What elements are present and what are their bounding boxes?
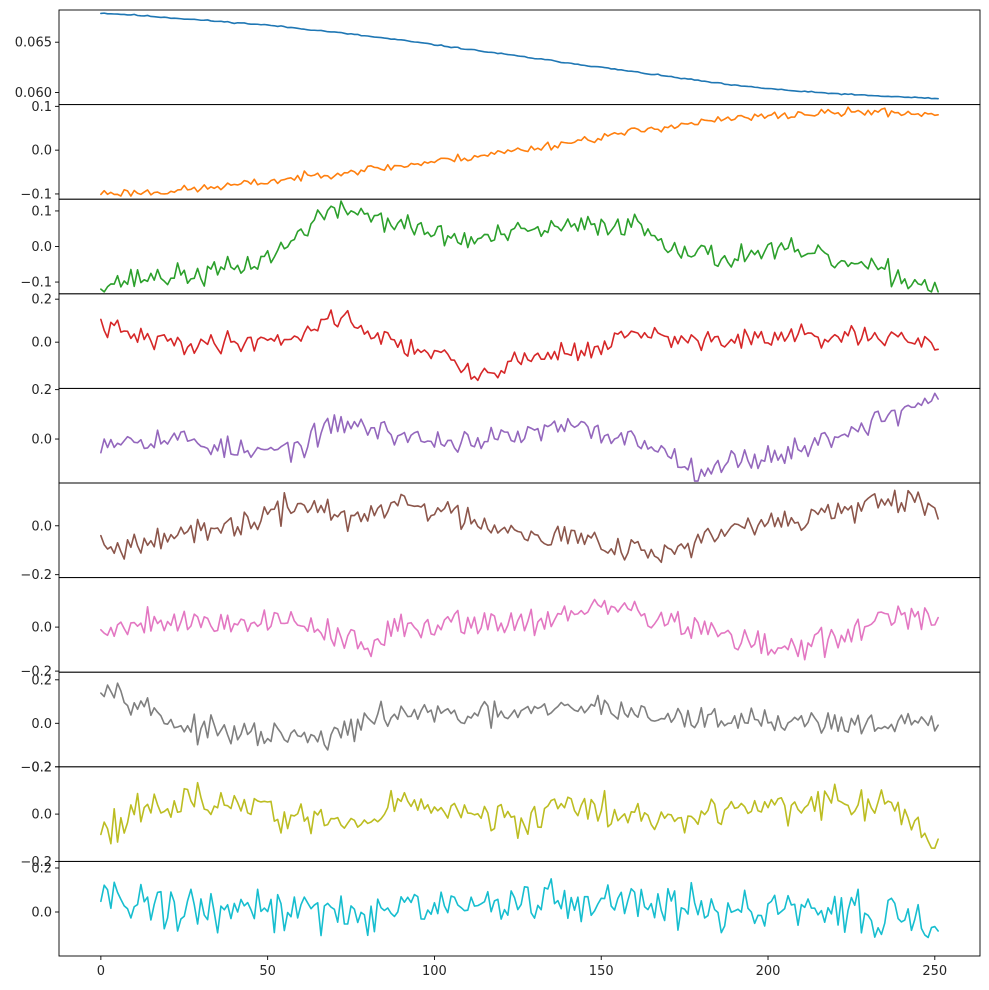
x-tick-label: 150 [589,964,614,979]
series-line-10 [100,878,939,939]
panel-10: 0.2 0.0 [31,860,981,957]
y-tick-label: 0.2 [31,760,52,775]
y-tick-label: 0.0 [31,240,52,255]
x-tick-label: 50 [259,964,276,979]
y-tick-label: −0.1 [20,276,52,291]
chart-panels: 0.0600.065−0.10.00.1−0.10.00.10.00.20.00… [15,9,981,957]
series-line-4 [100,309,939,382]
x-tick-label: 100 [422,964,447,979]
y-tick-label: −0.2 [20,568,52,583]
panel-frame [58,860,981,957]
y-tick-label: 0.2 [31,673,52,688]
x-axis: 0 50 100 150 200 250 [97,956,947,979]
y-tick-label: 0.2 [31,862,52,877]
y-tick-label: 0.060 [15,86,52,101]
y-tick-label: −0.2 [20,665,52,680]
y-tick-label: 0.0 [31,336,52,351]
series-line-3 [100,200,939,293]
y-tick-label: 0.0 [31,433,52,448]
y-tick-label: 0.0 [31,519,52,534]
series-line-1 [100,12,939,100]
series-line-5 [100,392,939,482]
series-line-2 [100,106,939,197]
y-tick-label: 0.065 [15,36,52,51]
y-tick-label: 0.0 [31,621,52,636]
y-tick-label: 0.2 [31,293,52,308]
series-line-9 [100,781,939,850]
y-tick-label: 0.0 [31,144,52,159]
y-tick-label: 0.2 [31,383,52,398]
y-tick-label: 0.1 [31,204,52,219]
y-tick-label: −0.1 [20,187,52,202]
y-tick-label: 0.1 [31,100,52,115]
series-line-7 [100,598,939,661]
x-tick-label: 250 [922,964,947,979]
series-line-8 [100,682,939,751]
y-tick-label: 0.0 [31,717,52,732]
x-tick-label: 200 [756,964,781,979]
y-tick-label: 0.0 [31,906,52,921]
x-tick-label: 0 [97,964,105,979]
y-tick-label: −0.2 [20,760,52,775]
y-tick-label: −0.2 [20,855,52,870]
series-line-6 [100,489,939,564]
y-tick-label: 0.0 [31,808,52,823]
